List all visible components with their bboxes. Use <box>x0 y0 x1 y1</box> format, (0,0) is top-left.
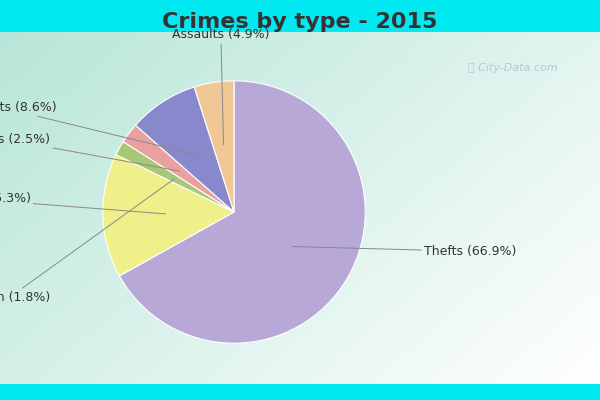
Text: Rapes (2.5%): Rapes (2.5%) <box>0 133 179 171</box>
Wedge shape <box>116 142 234 212</box>
Text: Assaults (4.9%): Assaults (4.9%) <box>172 28 269 144</box>
Text: Arson (1.8%): Arson (1.8%) <box>0 179 175 304</box>
Text: Thefts (66.9%): Thefts (66.9%) <box>293 245 517 258</box>
Text: ⓘ City-Data.com: ⓘ City-Data.com <box>469 63 558 73</box>
Wedge shape <box>123 125 234 212</box>
Text: Auto thefts (8.6%): Auto thefts (8.6%) <box>0 100 197 155</box>
Wedge shape <box>136 87 234 212</box>
Wedge shape <box>119 81 365 343</box>
Wedge shape <box>194 81 234 212</box>
Wedge shape <box>103 155 234 276</box>
Text: Crimes by type - 2015: Crimes by type - 2015 <box>163 12 437 32</box>
Text: Burglaries (15.3%): Burglaries (15.3%) <box>0 192 166 214</box>
